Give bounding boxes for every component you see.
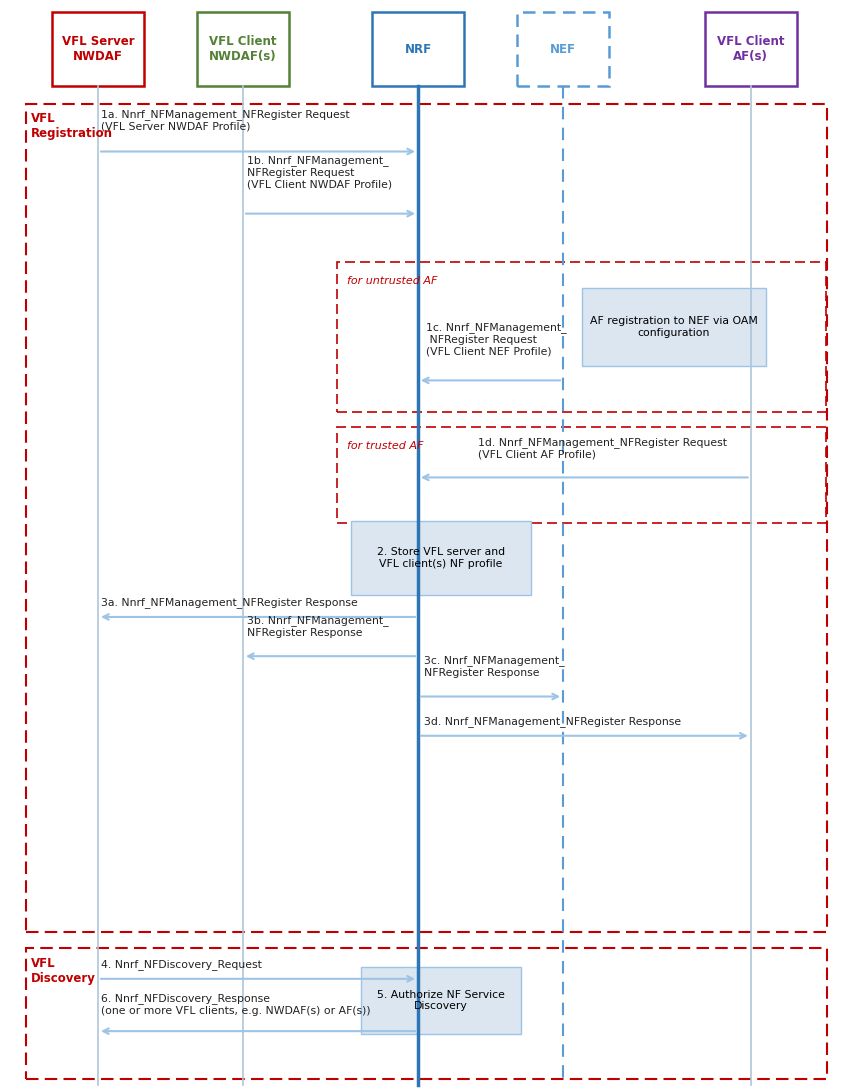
Text: NRF: NRF [404,43,431,56]
Text: 6. Nnrf_NFDiscovery_Response
(one or more VFL clients, e.g. NWDAF(s) or AF(s)): 6. Nnrf_NFDiscovery_Response (one or mor… [101,993,370,1016]
Text: 1b. Nnrf_NFManagement_
NFRegister Request
(VFL Client NWDAF Profile): 1b. Nnrf_NFManagement_ NFRegister Reques… [247,156,392,190]
Text: 3a. Nnrf_NFManagement_NFRegister Response: 3a. Nnrf_NFManagement_NFRegister Respons… [101,597,357,608]
Text: 2. Store VFL server and
VFL client(s) NF profile: 2. Store VFL server and VFL client(s) NF… [377,547,504,569]
FancyBboxPatch shape [360,967,521,1034]
Text: VFL
Registration: VFL Registration [31,112,112,141]
FancyBboxPatch shape [516,12,608,86]
Text: 1d. Nnrf_NFManagement_NFRegister Request
(VFL Client AF Profile): 1d. Nnrf_NFManagement_NFRegister Request… [477,437,726,460]
FancyBboxPatch shape [52,12,144,86]
Text: 3c. Nnrf_NFManagement_
NFRegister Response: 3c. Nnrf_NFManagement_ NFRegister Respon… [423,655,564,678]
Text: 3b. Nnrf_NFManagement_
NFRegister Response: 3b. Nnrf_NFManagement_ NFRegister Respon… [247,615,389,638]
Text: VFL Server
NWDAF: VFL Server NWDAF [61,35,135,63]
Text: VFL Client
NWDAF(s): VFL Client NWDAF(s) [209,35,277,63]
FancyBboxPatch shape [581,288,765,366]
Text: 3d. Nnrf_NFManagement_NFRegister Response: 3d. Nnrf_NFManagement_NFRegister Respons… [423,716,680,727]
Text: 4. Nnrf_NFDiscovery_Request: 4. Nnrf_NFDiscovery_Request [101,959,262,970]
FancyBboxPatch shape [351,521,530,595]
FancyBboxPatch shape [371,12,463,86]
Text: 5. Authorize NF Service
Discovery: 5. Authorize NF Service Discovery [377,990,504,1012]
FancyBboxPatch shape [197,12,289,86]
FancyBboxPatch shape [704,12,796,86]
Text: VFL
Discovery: VFL Discovery [31,957,95,985]
Text: for untrusted AF: for untrusted AF [347,276,437,286]
Text: VFL Client
AF(s): VFL Client AF(s) [716,35,784,63]
Text: NEF: NEF [550,43,575,56]
Text: for trusted AF: for trusted AF [347,441,423,451]
Text: AF registration to NEF via OAM
configuration: AF registration to NEF via OAM configura… [590,316,757,338]
Text: 1a. Nnrf_NFManagement_NFRegister Request
(VFL Server NWDAF Profile): 1a. Nnrf_NFManagement_NFRegister Request… [101,109,348,132]
Text: 1c. Nnrf_NFManagement_
 NFRegister Request
(VFL Client NEF Profile): 1c. Nnrf_NFManagement_ NFRegister Reques… [426,323,567,356]
